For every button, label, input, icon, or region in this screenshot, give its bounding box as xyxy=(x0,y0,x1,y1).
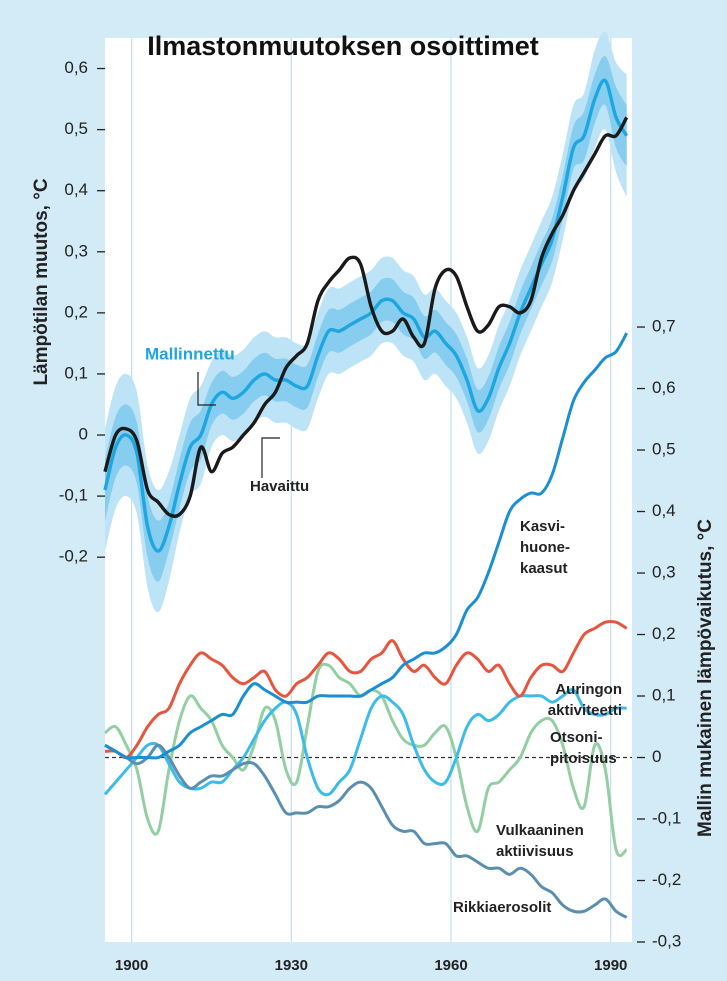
y2-tick-label: -0,1 xyxy=(652,808,681,827)
y2-tick-label: 0,7 xyxy=(652,317,676,336)
y2-axis-title: Mallin mukainen lämpövaikutus, °C xyxy=(695,519,716,837)
x-tick-label: 1930 xyxy=(275,957,308,974)
y2-tick-label: -0,2 xyxy=(652,870,681,889)
y2-tick-label: 0,4 xyxy=(652,501,676,520)
series-label: kaasut xyxy=(520,560,568,577)
y2-tick-label: 0 xyxy=(652,747,661,766)
series-line xyxy=(104,743,628,919)
series-label: Havaittu xyxy=(250,478,309,495)
series-label: Kasvi- xyxy=(520,518,565,535)
y-tick-label: -0,2 xyxy=(59,547,88,566)
x-tick-label: 1990 xyxy=(594,957,627,974)
series-line xyxy=(104,332,628,760)
series-label: Vulkaaninen xyxy=(496,822,584,839)
leader-line xyxy=(197,372,216,406)
series-label: aktiivisuus xyxy=(496,843,574,860)
series-label: aktiviteetti xyxy=(548,702,622,719)
series-label: Auringon xyxy=(555,681,622,698)
y2-tick-label: -0,3 xyxy=(652,931,681,950)
series-line xyxy=(103,116,629,519)
x-tick-label: 1900 xyxy=(115,957,148,974)
series-line xyxy=(104,619,628,760)
y2-tick-label: 0,6 xyxy=(652,378,676,397)
series-label: Mallinnettu xyxy=(145,344,235,363)
y-tick-label: 0 xyxy=(79,425,88,444)
y2-tick-label: 0,5 xyxy=(652,440,676,459)
chart-title: Ilmastonmuutoksen osoittimet xyxy=(147,31,539,61)
y-tick-label: 0,2 xyxy=(64,302,88,321)
plot-layer xyxy=(103,31,632,942)
y2-tick-label: 0,3 xyxy=(652,563,676,582)
series-label: Rikkiaerosolit xyxy=(453,899,551,916)
x-tick-label: 1960 xyxy=(434,957,467,974)
y-tick-label: 0,4 xyxy=(64,180,88,199)
y-tick-label: 0,1 xyxy=(64,363,88,382)
y-tick-label: 0,5 xyxy=(64,119,88,138)
leader-line xyxy=(261,437,280,478)
y-tick-label: 0,3 xyxy=(64,241,88,260)
y-axis-title: Lämpötilan muutos, °C xyxy=(31,178,52,385)
series-label: huone- xyxy=(520,539,570,556)
y-tick-label: 0,6 xyxy=(64,58,88,77)
series-label: Otsoni- xyxy=(550,729,603,746)
uncertainty-band xyxy=(105,56,627,582)
y-tick-label: -0,1 xyxy=(59,486,88,505)
y2-tick-label: 0,1 xyxy=(652,685,676,704)
series-label: pitoisuus xyxy=(550,750,617,767)
y2-tick-label: 0,2 xyxy=(652,624,676,643)
